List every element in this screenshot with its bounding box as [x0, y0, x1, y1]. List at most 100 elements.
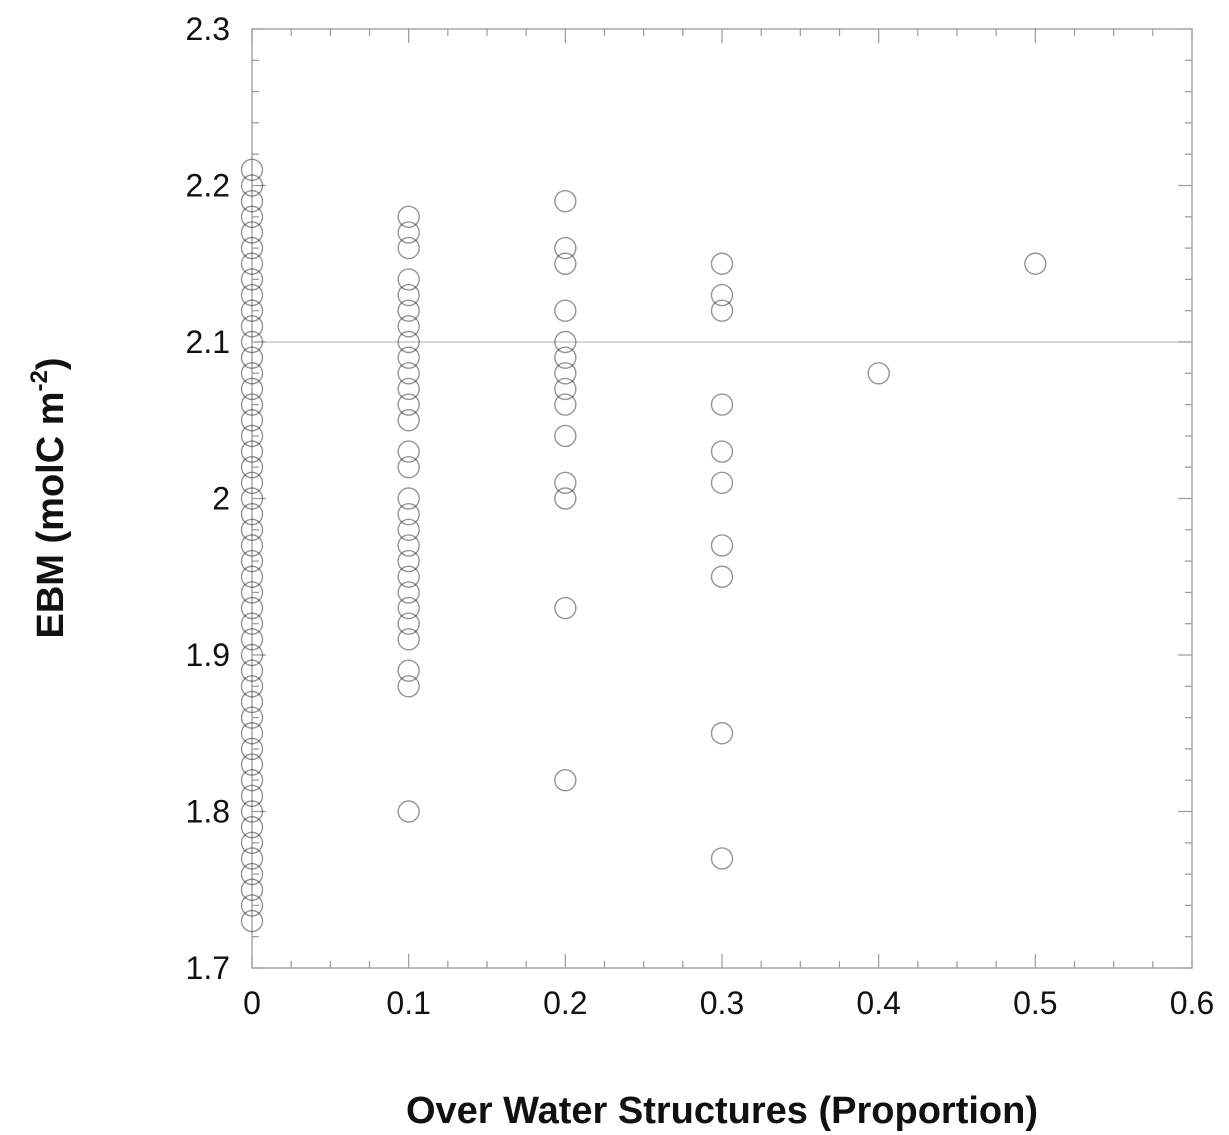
data-point	[554, 769, 577, 792]
data-point	[554, 487, 577, 510]
data-point	[397, 800, 420, 823]
y-tick-label: 1.7	[186, 950, 230, 986]
data-point	[240, 471, 264, 495]
data-point	[554, 362, 577, 385]
data-point	[554, 189, 577, 213]
data-point	[240, 346, 264, 369]
data-point	[397, 393, 420, 416]
data-point	[397, 409, 420, 432]
data-point	[240, 189, 264, 213]
data-point	[397, 487, 420, 510]
data-point	[240, 221, 264, 244]
data-point	[397, 299, 420, 322]
y-tick-label: 2.1	[186, 324, 230, 360]
data-point	[240, 268, 264, 291]
y-tick-label: 2	[212, 481, 230, 517]
data-points	[240, 158, 1047, 933]
data-point	[867, 362, 890, 385]
data-point	[240, 565, 264, 588]
data-point	[240, 581, 264, 604]
y-tick-labels: 1.7 1.8 1.9 2 2.1 2.2 2.3	[186, 11, 230, 986]
data-point	[554, 596, 577, 620]
data-point	[397, 377, 420, 401]
x-tick-label: 0.6	[1170, 985, 1214, 1021]
data-point	[397, 346, 420, 369]
data-point	[240, 596, 264, 620]
data-point	[397, 440, 420, 463]
data-point	[710, 283, 734, 307]
data-point	[240, 847, 264, 870]
data-point	[710, 393, 734, 416]
data-point	[240, 894, 264, 917]
axis-ticks	[251, 28, 1193, 969]
data-point	[397, 502, 420, 526]
data-point	[240, 424, 264, 448]
data-point	[397, 581, 420, 604]
data-point	[397, 221, 420, 244]
data-point	[240, 862, 264, 886]
data-point	[397, 596, 420, 620]
x-tick-label: 0.1	[386, 985, 430, 1021]
data-point	[240, 690, 264, 714]
data-point	[397, 565, 420, 588]
data-point	[397, 205, 420, 229]
data-point	[240, 174, 264, 197]
y-tick-label: 2.2	[186, 168, 230, 204]
y-axis-title: EBM (molC m-2)	[26, 358, 72, 639]
y-tick-label: 1.9	[186, 637, 230, 673]
data-point	[240, 800, 264, 823]
data-point	[240, 831, 264, 854]
data-point	[397, 534, 420, 557]
data-point	[240, 722, 264, 745]
data-point	[397, 549, 420, 573]
data-point	[397, 612, 420, 635]
x-tick-label: 0	[243, 985, 261, 1021]
data-point	[710, 722, 734, 745]
data-point	[710, 565, 734, 588]
data-point	[240, 409, 264, 432]
data-point	[240, 612, 264, 635]
data-point	[710, 440, 734, 463]
data-point	[240, 769, 264, 792]
data-point	[240, 784, 264, 808]
data-point	[710, 299, 734, 322]
x-tick-label: 0.2	[543, 985, 587, 1021]
data-point	[554, 252, 577, 275]
x-axis-title: Over Water Structures (Proportion)	[406, 1090, 1038, 1132]
data-point	[240, 534, 264, 557]
data-point	[240, 737, 264, 761]
data-point	[397, 628, 420, 651]
plot-frame	[251, 28, 1193, 969]
data-point	[240, 299, 264, 322]
data-point	[240, 440, 264, 463]
data-point	[397, 659, 420, 682]
y-axis-title-close: )	[30, 358, 72, 371]
y-tick-label: 1.8	[186, 794, 230, 830]
data-point	[554, 471, 577, 495]
y-tick-label: 2.3	[186, 11, 230, 47]
y-axis-title-superscript: -2	[26, 370, 53, 391]
data-point	[397, 362, 420, 385]
data-point	[240, 675, 264, 698]
data-point	[240, 487, 264, 510]
data-point	[240, 878, 264, 901]
data-point	[240, 393, 264, 416]
x-tick-labels: 0 0.1 0.2 0.3 0.4 0.5 0.6	[243, 985, 1214, 1021]
data-point	[240, 753, 264, 776]
data-point	[397, 268, 420, 291]
data-point	[554, 346, 577, 369]
data-point	[710, 252, 734, 275]
data-point	[240, 377, 264, 401]
data-point	[397, 675, 420, 698]
data-point	[710, 847, 734, 870]
data-point	[1024, 252, 1047, 275]
y-axis-title-main: EBM (molC m	[30, 392, 72, 639]
data-point	[240, 706, 264, 729]
data-point	[240, 205, 264, 229]
data-point	[397, 456, 420, 479]
data-point	[397, 330, 420, 354]
data-point	[397, 315, 420, 338]
data-point	[710, 534, 734, 557]
data-point	[240, 315, 264, 338]
